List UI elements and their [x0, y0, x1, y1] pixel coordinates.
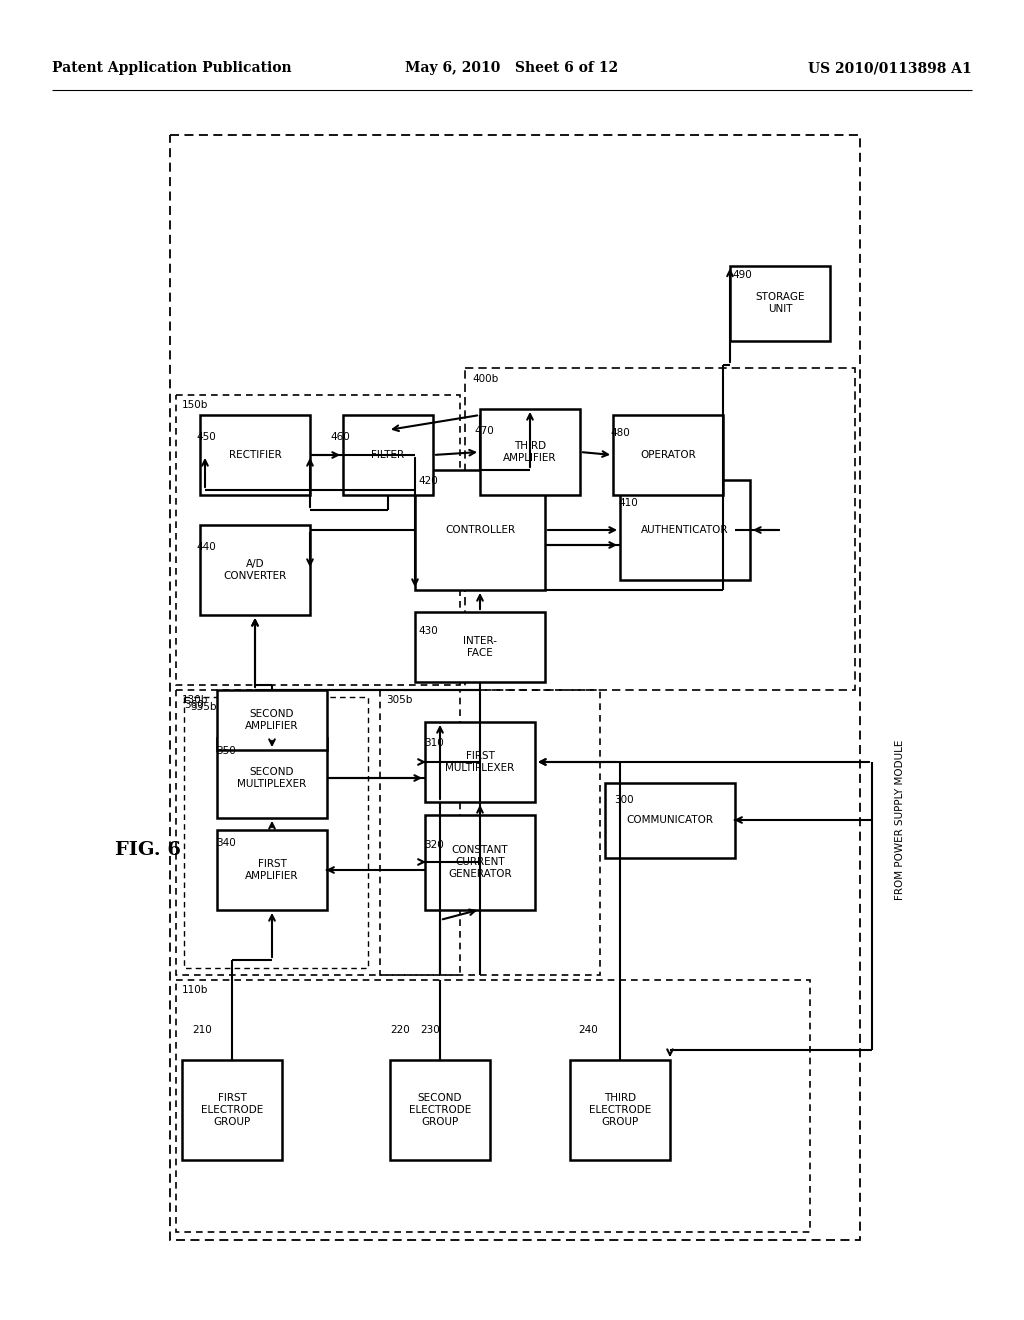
- Text: 130b: 130b: [182, 696, 208, 705]
- Bar: [200, 414, 310, 495]
- Text: 470: 470: [474, 426, 494, 436]
- Text: 360: 360: [184, 700, 204, 710]
- Bar: [570, 1060, 670, 1160]
- Text: SECOND
MULTIPLEXER: SECOND MULTIPLEXER: [238, 767, 306, 789]
- Text: COMMUNICATOR: COMMUNICATOR: [627, 814, 714, 825]
- Bar: [176, 979, 810, 1232]
- Text: AUTHENTICATOR: AUTHENTICATOR: [641, 525, 729, 535]
- Bar: [176, 690, 460, 975]
- Text: US 2010/0113898 A1: US 2010/0113898 A1: [808, 61, 972, 75]
- Text: 240: 240: [578, 1026, 598, 1035]
- Text: 420: 420: [418, 477, 437, 486]
- Text: THIRD
ELECTRODE
GROUP: THIRD ELECTRODE GROUP: [589, 1093, 651, 1126]
- Bar: [620, 480, 750, 579]
- Text: 150b: 150b: [182, 400, 208, 411]
- Text: CONSTANT
CURRENT
GENERATOR: CONSTANT CURRENT GENERATOR: [449, 845, 512, 879]
- Text: 480: 480: [610, 428, 630, 438]
- Bar: [465, 368, 855, 690]
- Bar: [217, 690, 327, 750]
- Text: INTER-
FACE: INTER- FACE: [463, 636, 497, 657]
- Text: STORAGE
UNIT: STORAGE UNIT: [756, 292, 805, 314]
- Bar: [613, 414, 723, 495]
- Bar: [605, 783, 735, 858]
- Text: 410: 410: [618, 498, 638, 508]
- Text: 320: 320: [424, 840, 443, 850]
- Bar: [390, 1060, 490, 1160]
- Bar: [217, 738, 327, 818]
- Text: RECTIFIER: RECTIFIER: [228, 450, 282, 459]
- Bar: [480, 409, 580, 495]
- Bar: [380, 690, 600, 975]
- Text: 110b: 110b: [182, 985, 208, 995]
- Bar: [425, 722, 535, 803]
- Text: FIRST
ELECTRODE
GROUP: FIRST ELECTRODE GROUP: [201, 1093, 263, 1126]
- Bar: [200, 525, 310, 615]
- Text: 440: 440: [196, 543, 216, 552]
- Text: May 6, 2010   Sheet 6 of 12: May 6, 2010 Sheet 6 of 12: [406, 61, 618, 75]
- Bar: [415, 470, 545, 590]
- Bar: [217, 830, 327, 909]
- Text: Patent Application Publication: Patent Application Publication: [52, 61, 292, 75]
- Text: 210: 210: [193, 1026, 212, 1035]
- Bar: [425, 814, 535, 909]
- Text: SECOND
ELECTRODE
GROUP: SECOND ELECTRODE GROUP: [409, 1093, 471, 1126]
- Text: A/D
CONVERTER: A/D CONVERTER: [223, 560, 287, 581]
- Text: 220: 220: [390, 1026, 410, 1035]
- Text: FILTER: FILTER: [372, 450, 404, 459]
- Bar: [182, 1060, 282, 1160]
- Text: FIRST
AMPLIFIER: FIRST AMPLIFIER: [246, 859, 299, 880]
- Text: 300: 300: [614, 795, 634, 805]
- Text: FIG. 6: FIG. 6: [115, 841, 181, 859]
- Text: 340: 340: [216, 838, 236, 847]
- Text: 350: 350: [216, 746, 236, 756]
- Text: 450: 450: [196, 432, 216, 442]
- Bar: [176, 395, 460, 685]
- Text: SECOND
AMPLIFIER: SECOND AMPLIFIER: [246, 709, 299, 731]
- Bar: [170, 135, 860, 1239]
- Bar: [343, 414, 433, 495]
- Text: 305b: 305b: [386, 696, 413, 705]
- Text: FIRST
MULTIPLEXER: FIRST MULTIPLEXER: [445, 751, 515, 772]
- Text: 335b: 335b: [190, 702, 216, 711]
- Text: 230: 230: [420, 1026, 439, 1035]
- Text: 430: 430: [418, 626, 437, 636]
- Text: 400b: 400b: [472, 374, 499, 384]
- Text: 490: 490: [732, 271, 752, 280]
- Text: FROM POWER SUPPLY MODULE: FROM POWER SUPPLY MODULE: [895, 739, 905, 900]
- Text: THIRD
AMPLIFIER: THIRD AMPLIFIER: [503, 441, 557, 463]
- Bar: [415, 612, 545, 682]
- Bar: [184, 697, 368, 968]
- Text: 310: 310: [424, 738, 443, 748]
- Text: CONTROLLER: CONTROLLER: [445, 525, 515, 535]
- Text: 460: 460: [330, 432, 350, 442]
- Bar: [730, 265, 830, 341]
- Text: OPERATOR: OPERATOR: [640, 450, 696, 459]
